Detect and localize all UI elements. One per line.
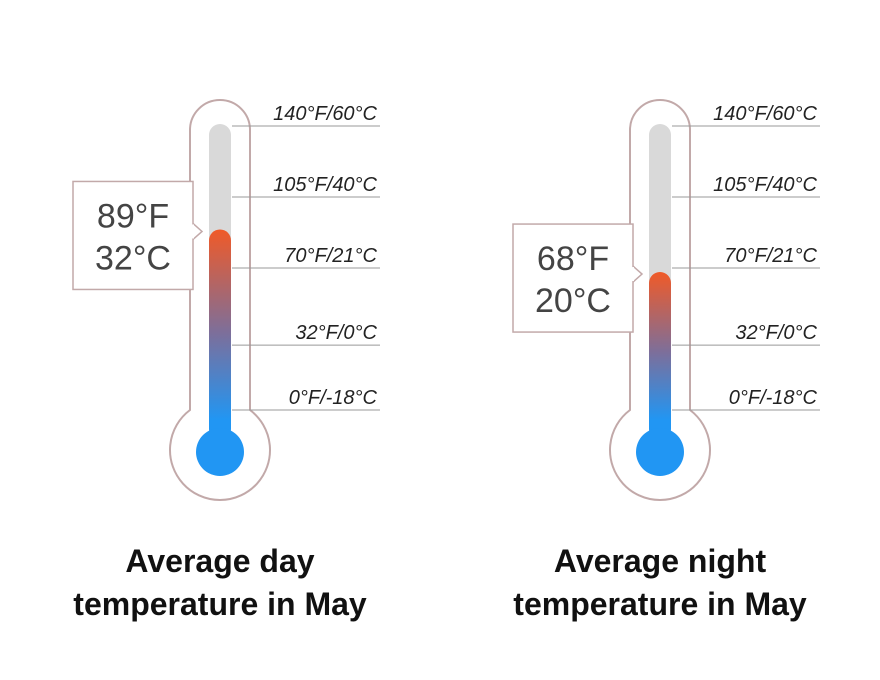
callout-pointer [192, 222, 204, 241]
tick-label: 0°F/-18°C [289, 387, 378, 409]
tick-label: 32°F/0°C [295, 322, 377, 344]
callout-box [512, 223, 634, 333]
value-label: 32°C [95, 239, 171, 277]
value-label: 68°F [537, 240, 609, 278]
value-label: 20°C [535, 282, 611, 320]
bulb [196, 428, 244, 476]
chart-title: Average day temperature in May [73, 543, 367, 622]
tick-label: 105°F/40°C [273, 174, 377, 196]
tick-label: 140°F/60°C [273, 103, 377, 125]
temperature-fill [209, 229, 231, 440]
tick-label: 70°F/21°C [284, 245, 377, 267]
callout-pointer [632, 265, 644, 283]
value-label: 89°F [97, 197, 169, 235]
tick-label: 0°F/-18°C [729, 387, 818, 409]
tick-label: 70°F/21°C [724, 245, 817, 267]
tick-label: 105°F/40°C [713, 174, 817, 196]
chart-title: Average night temperature in May [513, 543, 807, 622]
tick-label: 32°F/0°C [735, 322, 817, 344]
temperature-fill [649, 272, 671, 440]
tick-label: 140°F/60°C [713, 103, 817, 125]
bulb [636, 428, 684, 476]
